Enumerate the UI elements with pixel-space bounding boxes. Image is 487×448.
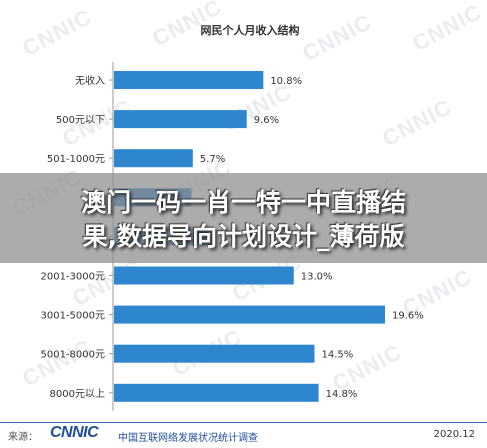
- value-label-8: 14.8%: [326, 389, 358, 400]
- source-label: 来源：: [8, 432, 38, 443]
- bar-chart: 网民个人月收入结构 无收入 10.8% 500元以下 9.6% 501-1000元 5.7…: [40, 23, 424, 411]
- category-label-6: 3001-5000元: [40, 311, 105, 322]
- value-label-0: 10.8%: [270, 76, 302, 87]
- bar-7: [114, 344, 315, 363]
- category-label-7: 5001-8000元: [40, 350, 105, 361]
- category-label-2: 501-1000元: [47, 154, 105, 165]
- value-label-6: 19.6%: [392, 311, 424, 322]
- bar-2: [114, 149, 193, 168]
- cnnic-logo: CNNIC: [50, 424, 99, 441]
- banner-overlay: [0, 173, 487, 263]
- banner-line-2: 果,数据导向计划设计_薄荷版: [82, 222, 405, 251]
- value-label-7: 14.5%: [321, 350, 353, 361]
- bar-6: [114, 305, 385, 324]
- bar-5: [114, 266, 294, 285]
- category-label-1: 500元以下: [56, 115, 105, 126]
- chart-title: 网民个人月收入结构: [201, 23, 300, 37]
- report-date: 2020.12: [433, 429, 475, 440]
- value-label-1: 9.6%: [254, 115, 279, 126]
- banner-line-1: 澳门一码一肖一特一中直播结: [80, 188, 406, 217]
- bar-8: [114, 383, 319, 402]
- report-name: 中国互联网络发展状况统计调查: [118, 433, 258, 444]
- banner-text: 澳门一码一肖一特一中直播结 果,数据导向计划设计_薄荷版: [0, 186, 487, 254]
- category-label-8: 8000元以上: [50, 388, 105, 400]
- category-label-0: 无收入: [75, 74, 105, 87]
- bar-0: [114, 71, 264, 89]
- bar-1: [114, 110, 247, 129]
- footer-divider: [0, 422, 487, 423]
- category-label-5: 2001-3000元: [40, 272, 105, 283]
- value-label-5: 13.0%: [301, 272, 333, 283]
- value-label-2: 5.7%: [200, 154, 225, 165]
